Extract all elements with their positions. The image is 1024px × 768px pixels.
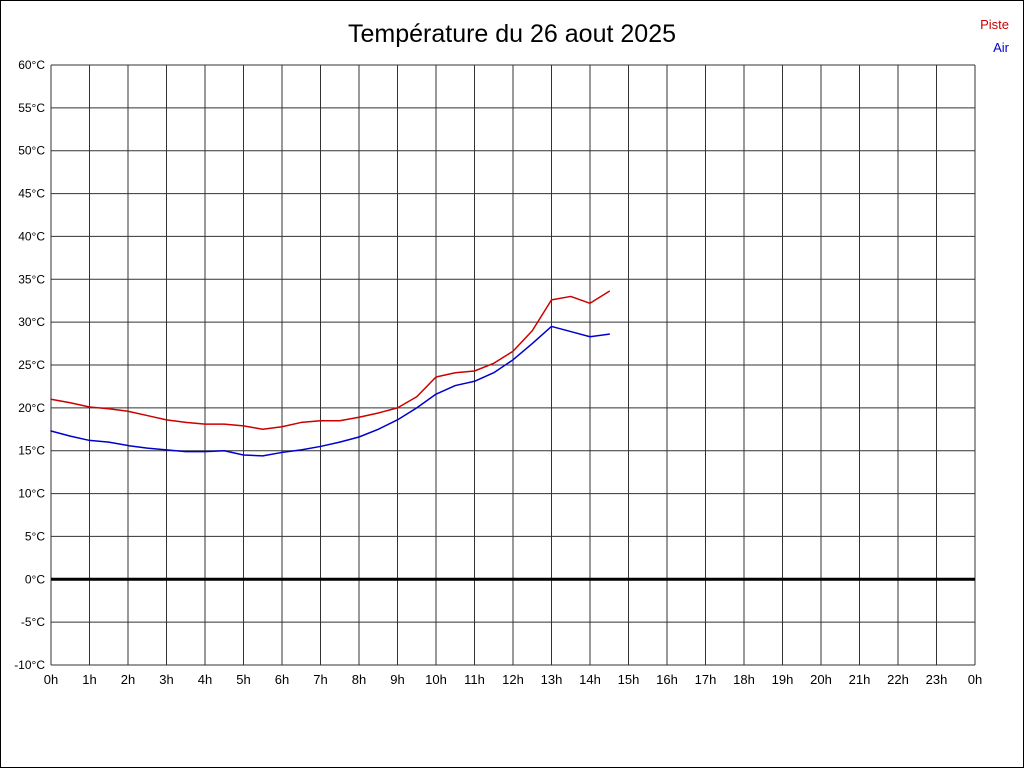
x-tick-label: 1h [82, 672, 96, 687]
x-tick-label: 5h [236, 672, 250, 687]
x-tick-label: 15h [618, 672, 640, 687]
x-tick-label: 18h [733, 672, 755, 687]
legend-item-air: Air [993, 40, 1009, 55]
y-tick-label: 45°C [18, 187, 45, 201]
x-tick-label: 13h [541, 672, 563, 687]
y-tick-label: 15°C [18, 444, 45, 458]
y-tick-label: 5°C [25, 529, 45, 543]
x-tick-label: 21h [849, 672, 871, 687]
legend-item-piste: Piste [980, 17, 1009, 32]
y-tick-label: 40°C [18, 229, 45, 243]
y-tick-label: 25°C [18, 358, 45, 372]
x-tick-label: 7h [313, 672, 327, 687]
y-tick-label: 55°C [18, 101, 45, 115]
legend: Piste Air [980, 13, 1009, 59]
y-tick-label: 10°C [18, 487, 45, 501]
x-tick-label: 0h [968, 672, 982, 687]
series-line-piste [50, 290, 610, 431]
y-tick-label: 20°C [18, 401, 45, 415]
y-tick-label: 60°C [18, 58, 45, 72]
x-tick-label: 4h [198, 672, 212, 687]
x-tick-label: 10h [425, 672, 447, 687]
x-tick-label: 23h [926, 672, 948, 687]
y-tick-label: -10°C [14, 658, 45, 672]
x-tick-label: 17h [695, 672, 717, 687]
x-tick-label: 9h [390, 672, 404, 687]
y-tick-label: 30°C [18, 315, 45, 329]
x-tick-label: 8h [352, 672, 366, 687]
x-tick-label: 12h [502, 672, 524, 687]
x-tick-label: 16h [656, 672, 678, 687]
x-tick-label: 11h [464, 672, 485, 687]
y-tick-label: 35°C [18, 272, 45, 286]
series-line-air [50, 325, 610, 457]
x-tick-label: 3h [159, 672, 173, 687]
x-tick-label: 2h [121, 672, 135, 687]
x-tick-label: 14h [579, 672, 601, 687]
x-tick-label: 19h [772, 672, 794, 687]
x-tick-label: 20h [810, 672, 832, 687]
x-tick-label: 22h [887, 672, 909, 687]
y-tick-label: -5°C [21, 615, 45, 629]
x-tick-label: 0h [44, 672, 58, 687]
x-tick-label: 6h [275, 672, 289, 687]
y-tick-label: 50°C [18, 144, 45, 158]
y-tick-label: 0°C [25, 572, 45, 586]
